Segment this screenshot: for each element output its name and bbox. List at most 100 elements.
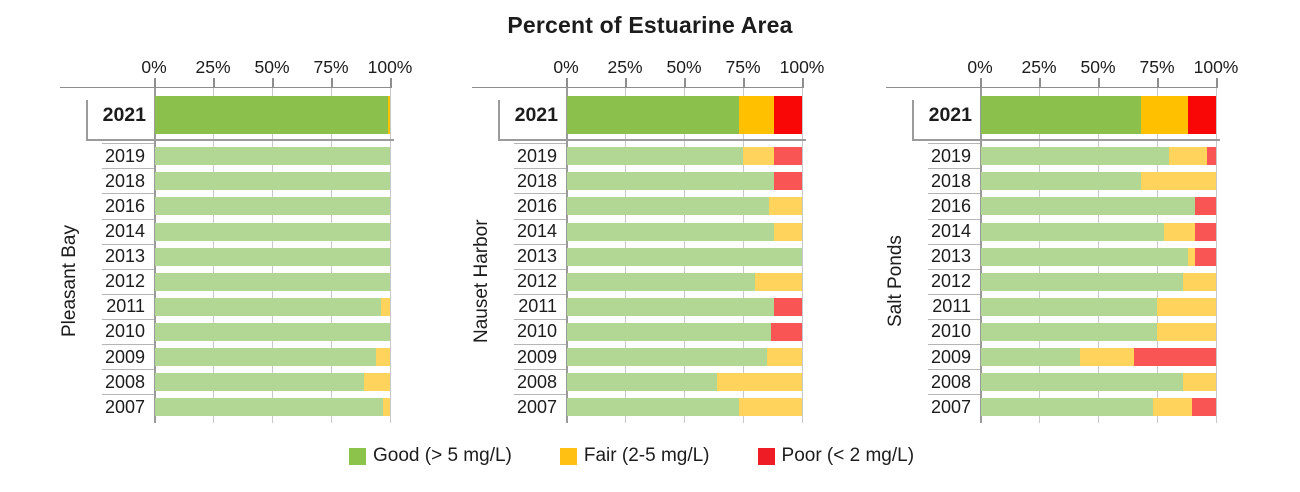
x-tick-mark-100 [802,78,804,88]
row-separator [102,293,154,295]
x-tick-label-100: 100% [1193,57,1239,77]
y-axis-line [566,88,568,423]
row-separator [102,143,154,145]
bar-pleasant-bay-2007 [155,398,390,417]
panel-pleasant-bay: Pleasant Bay 0% 25% 50% 75% 100% 2021 2019 2018 2… [59,55,412,440]
x-tick-label-75: 75% [725,57,761,77]
row-separator [514,168,566,170]
bar-pleasant-bay-2014 [155,222,390,241]
x-tick-mark-25 [213,78,215,88]
bar-nauset-harbor-2011 [567,297,802,316]
segment-poor [1206,147,1216,166]
segment-good [567,197,770,216]
row-separator [514,293,566,295]
x-axis-line [60,86,390,89]
x-tick-label-0: 0% [967,57,993,77]
segment-fair [1183,373,1216,392]
bar-nauset-harbor-2014 [567,222,802,241]
highlight-frame-left [498,100,500,141]
segment-fair [1187,247,1195,266]
chart-title: Percent of Estuarine Area [507,12,793,38]
bar-nauset-harbor-2013 [567,247,802,266]
row-separator [928,243,980,245]
year-label-2011: 2011 [106,296,145,317]
segment-fair [364,373,390,392]
x-tick-label-100: 100% [367,57,413,77]
segment-fair [375,348,390,366]
x-axis-line [472,86,802,89]
year-label-2019: 2019 [104,145,145,166]
bar-pleasant-bay-2019 [155,147,390,166]
segment-good [155,322,390,341]
year-label-2012: 2012 [104,271,145,292]
x-tick-label-75: 75% [313,57,349,77]
bar-salt-ponds-2011 [981,297,1216,316]
highlight-frame-bottom [86,139,394,141]
x-tick-mark-75 [331,78,333,88]
row-separator [102,394,154,396]
x-tick-label-0: 0% [553,57,579,77]
legend-swatch-fair-icon [559,447,577,465]
row-separator [928,394,980,396]
bar-salt-ponds-2007 [981,398,1216,417]
x-tick-label-25: 25% [1021,57,1057,77]
bar-salt-ponds-2014 [981,222,1216,241]
segment-fair [1152,398,1193,417]
bar-pleasant-bay-2009 [155,348,390,366]
segment-good [567,398,739,417]
bar-pleasant-bay-2016 [155,197,390,216]
segment-good [155,172,390,191]
row-separator [514,369,566,371]
segment-good [981,197,1195,216]
year-label-2008: 2008 [104,371,145,392]
row-separator [928,193,980,195]
bar-nauset-harbor-2016 [567,197,802,216]
segment-fair [380,297,390,316]
legend-item-poor: Poor (< 2 mg/L) [757,445,915,467]
year-label-2012: 2012 [930,271,971,292]
segment-fair [387,96,390,134]
bar-pleasant-bay-2010 [155,322,390,341]
year-label-2021: 2021 [928,103,972,126]
segment-fair [1157,297,1216,316]
x-tick-label-50: 50% [666,57,702,77]
year-label-2021: 2021 [514,103,558,126]
year-label-2016: 2016 [104,195,145,216]
year-label-2019: 2019 [930,145,971,166]
segment-fair [766,348,802,366]
row-separator [928,318,980,320]
segment-fair [1140,172,1216,191]
legend-swatch-good-icon [349,447,366,465]
bar-salt-ponds-2008 [981,373,1216,392]
bar-salt-ponds-2013 [981,247,1216,266]
year-label-2013: 2013 [516,246,557,267]
bar-pleasant-bay-2018 [155,172,390,191]
year-label-2010: 2010 [516,321,557,342]
segment-poor [773,147,802,166]
segment-poor [1133,348,1216,366]
row-separator [102,193,154,195]
row-separator [102,243,154,245]
segment-good [981,297,1158,316]
segment-good [981,272,1184,291]
segment-fair [1169,147,1207,166]
segment-good [981,147,1169,166]
x-tick-mark-0 [566,78,568,88]
row-separator [928,344,980,345]
x-tick-label-25: 25% [195,57,231,77]
segment-poor [771,322,802,341]
legend-label-poor: Poor (< 2 mg/L) [781,445,915,466]
segment-good [567,222,774,241]
segment-good [155,373,365,392]
segment-poor [1194,247,1216,266]
row-separator [514,218,566,220]
gridline-100 [390,88,391,423]
segment-good [567,373,718,392]
x-tick-mark-50 [1098,78,1100,88]
bar-nauset-harbor-2012 [567,272,802,291]
segment-fair [769,197,802,216]
segment-good [155,272,390,291]
bar-pleasant-bay-2012 [155,272,390,291]
bar-salt-ponds-2019 [981,147,1216,166]
bar-nauset-harbor-2018 [567,172,802,191]
